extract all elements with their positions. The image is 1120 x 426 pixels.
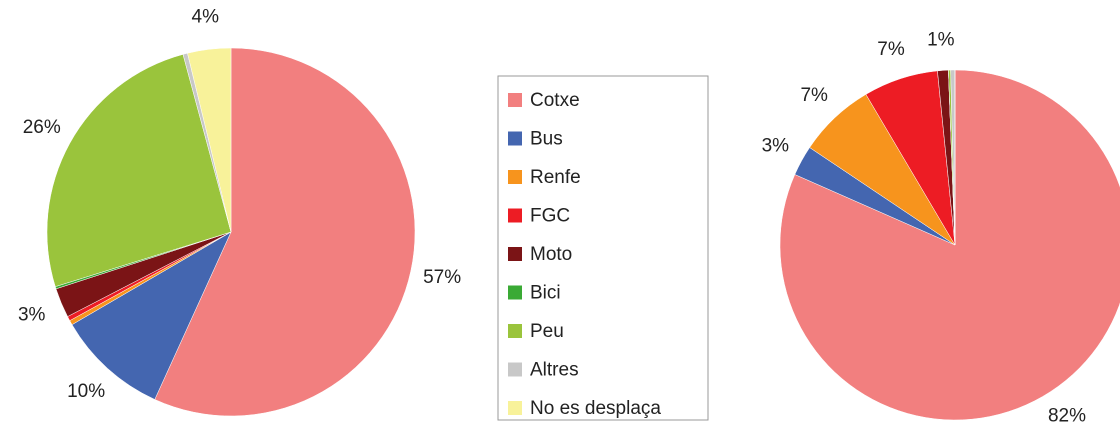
legend-swatch bbox=[508, 324, 522, 338]
legend-label: Renfe bbox=[530, 167, 581, 188]
legend-label: Bus bbox=[530, 129, 563, 150]
legend-swatch bbox=[508, 247, 522, 261]
legend-swatch bbox=[508, 93, 522, 107]
pie-slice bbox=[46, 54, 232, 287]
legend-label: Moto bbox=[530, 244, 572, 265]
legend-swatch bbox=[508, 401, 522, 415]
slice-label: 7% bbox=[877, 39, 905, 60]
legend-label: Altres bbox=[530, 360, 579, 381]
slice-label: 10% bbox=[67, 381, 105, 402]
slice-label: 4% bbox=[192, 7, 220, 28]
legend-label: FGC bbox=[530, 206, 570, 227]
slice-label: 1% bbox=[927, 30, 955, 51]
legend-label: No es desplaça bbox=[530, 398, 661, 419]
legend-box bbox=[497, 75, 709, 421]
slice-label: 7% bbox=[800, 85, 828, 106]
slice-label: 3% bbox=[762, 135, 790, 156]
pie-slice bbox=[779, 69, 1120, 421]
slice-label: 82% bbox=[1048, 406, 1086, 426]
pie-slice bbox=[187, 47, 232, 233]
legend-swatch bbox=[508, 131, 522, 146]
pie-slice bbox=[154, 47, 416, 417]
legend-label: Cotxe bbox=[530, 90, 580, 111]
slice-label: 26% bbox=[23, 117, 61, 138]
legend-swatch bbox=[508, 208, 522, 223]
slice-label: 3% bbox=[18, 304, 46, 325]
legend-swatch bbox=[508, 362, 522, 377]
legend-swatch bbox=[508, 285, 522, 300]
legend-label: Peu bbox=[530, 321, 564, 342]
pie-slice bbox=[71, 231, 232, 400]
slice-label: 57% bbox=[423, 267, 461, 288]
legend-swatch bbox=[508, 170, 522, 184]
legend-label: Bici bbox=[530, 283, 561, 304]
